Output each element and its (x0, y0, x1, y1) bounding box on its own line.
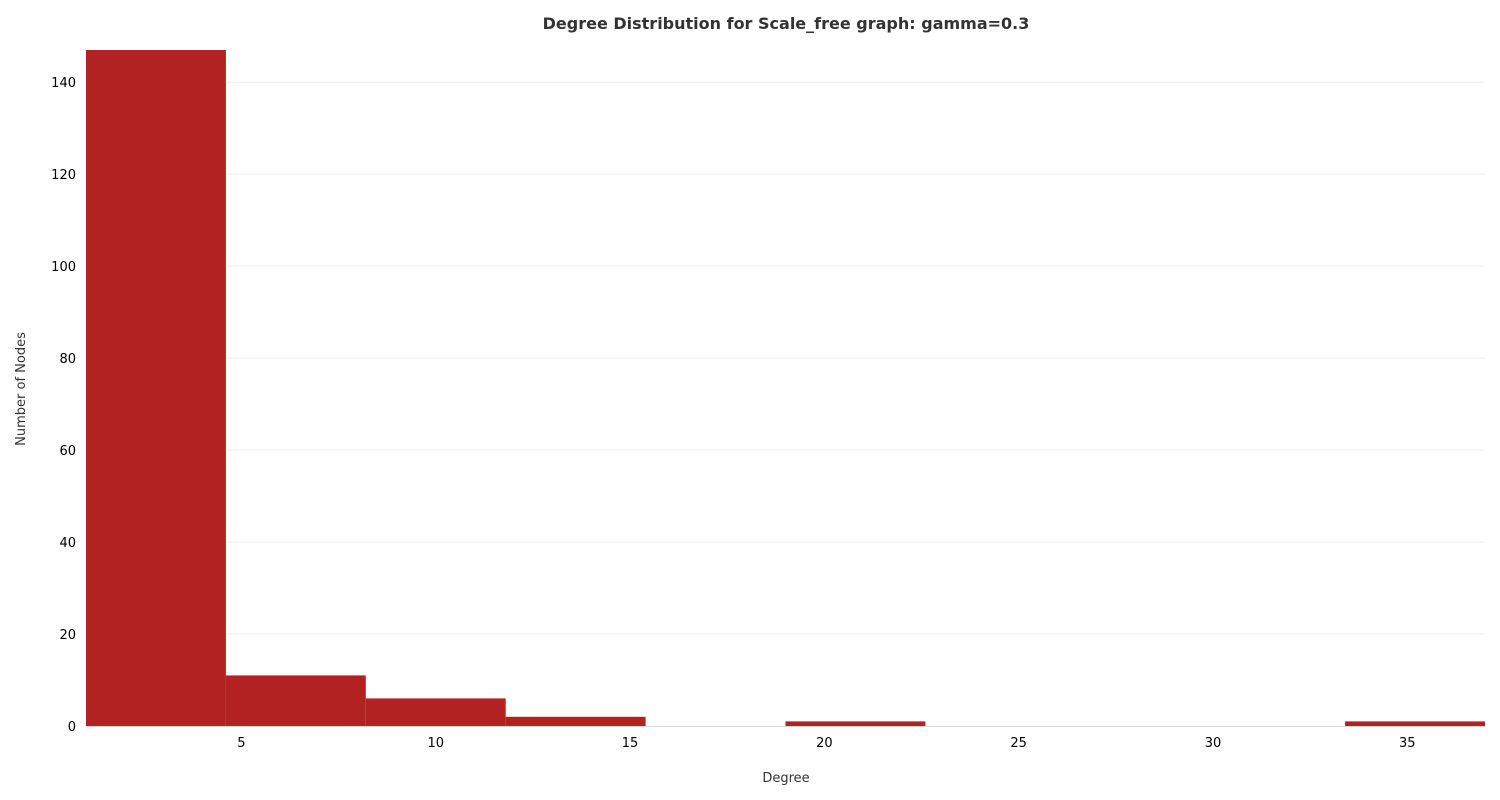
y-axis-ticks: 0 20 40 60 80 100 120 140 (51, 76, 76, 735)
x-tick-label: 25 (1010, 736, 1027, 751)
x-axis-ticks: 5 10 15 20 25 30 35 (237, 736, 1415, 751)
y-tick-label: 80 (59, 352, 76, 367)
histogram-bar (1345, 721, 1485, 726)
y-tick-label: 40 (59, 536, 76, 551)
x-tick-label: 5 (237, 736, 245, 751)
y-tick-label: 20 (59, 628, 76, 643)
histogram-bar (225, 675, 366, 726)
x-tick-label: 35 (1399, 736, 1416, 751)
x-tick-label: 30 (1205, 736, 1222, 751)
y-tick-label: 100 (51, 260, 76, 275)
x-tick-label: 20 (816, 736, 833, 751)
histogram-bars (86, 50, 1485, 726)
y-tick-label: 0 (68, 720, 76, 735)
histogram-bar (505, 716, 646, 726)
y-tick-label: 140 (51, 76, 76, 91)
y-tick-label: 120 (51, 168, 76, 183)
gridlines (86, 81, 1485, 635)
histogram-bar (86, 50, 226, 726)
y-axis-label: Number of Nodes (14, 332, 29, 446)
chart-title: Degree Distribution for Scale_free graph… (543, 14, 1030, 33)
x-tick-label: 15 (622, 736, 639, 751)
x-tick-label: 10 (427, 736, 444, 751)
histogram-bar (365, 698, 506, 726)
x-axis-label: Degree (762, 771, 809, 786)
histogram-bar (785, 721, 926, 726)
y-tick-label: 60 (59, 444, 76, 459)
